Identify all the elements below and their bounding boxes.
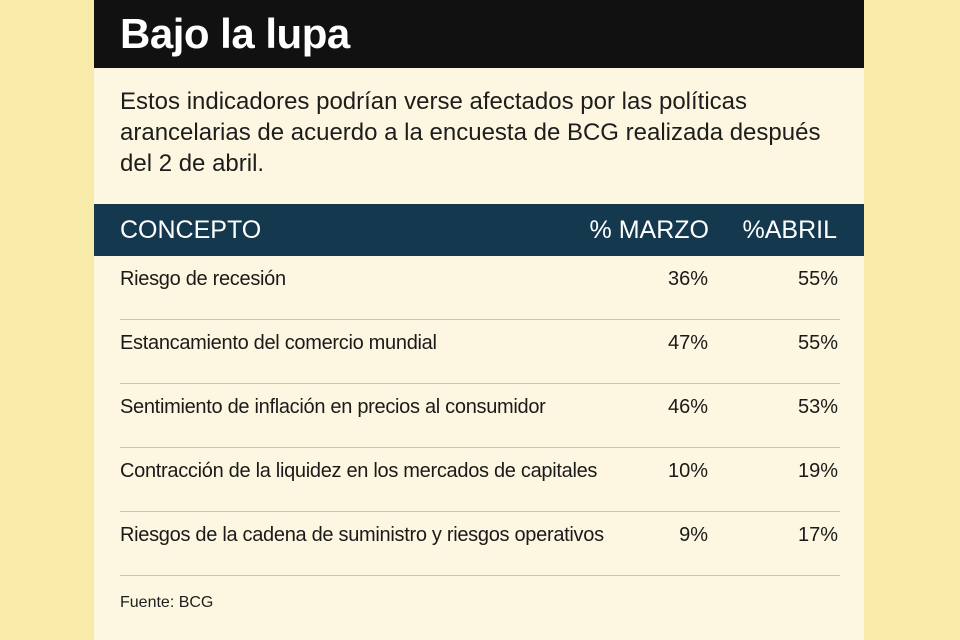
row-marzo: 9% xyxy=(679,524,708,546)
row-marzo: 36% xyxy=(667,268,708,290)
table-body: Riesgo de recesión 36% 55% Estancamiento… xyxy=(94,256,864,576)
source-note: Fuente: BCG xyxy=(120,594,214,611)
title-bar: Bajo la lupa xyxy=(94,0,864,68)
table-row: Estancamiento del comercio mundial 47% 5… xyxy=(120,320,840,384)
row-concept: Sentimiento de inflación en precios al c… xyxy=(120,396,546,418)
table-row: Contracción de la liquidez en los mercad… xyxy=(120,448,840,512)
row-concept: Riesgo de recesión xyxy=(120,268,286,290)
row-concept: Estancamiento del comercio mundial xyxy=(120,332,437,354)
row-concept: Riesgos de la cadena de suministro y rie… xyxy=(120,524,604,546)
row-marzo: 10% xyxy=(667,460,708,482)
table-header: CONCEPTO % MARZO %ABRIL xyxy=(94,204,864,256)
title: Bajo la lupa xyxy=(120,10,350,57)
row-marzo: 47% xyxy=(667,332,708,354)
table-row: Sentimiento de inflación en precios al c… xyxy=(120,384,840,448)
subtitle: Estos indicadores podrían verse afectado… xyxy=(120,88,821,177)
row-abril: 17% xyxy=(797,524,838,546)
header-concept: CONCEPTO xyxy=(120,216,262,244)
row-marzo: 46% xyxy=(667,396,708,418)
row-abril: 55% xyxy=(797,268,838,290)
row-abril: 53% xyxy=(797,396,838,418)
infographic-card: Bajo la lupa Estos indicadores podrían v… xyxy=(94,0,864,640)
header-marzo: % MARZO xyxy=(589,216,709,244)
table-row: Riesgo de recesión 36% 55% xyxy=(120,256,840,320)
row-concept: Contracción de la liquidez en los mercad… xyxy=(120,460,598,482)
row-abril: 55% xyxy=(797,332,838,354)
header-abril: %ABRIL xyxy=(742,216,837,244)
table-row: Riesgos de la cadena de suministro y rie… xyxy=(120,512,840,576)
row-abril: 19% xyxy=(797,460,838,482)
